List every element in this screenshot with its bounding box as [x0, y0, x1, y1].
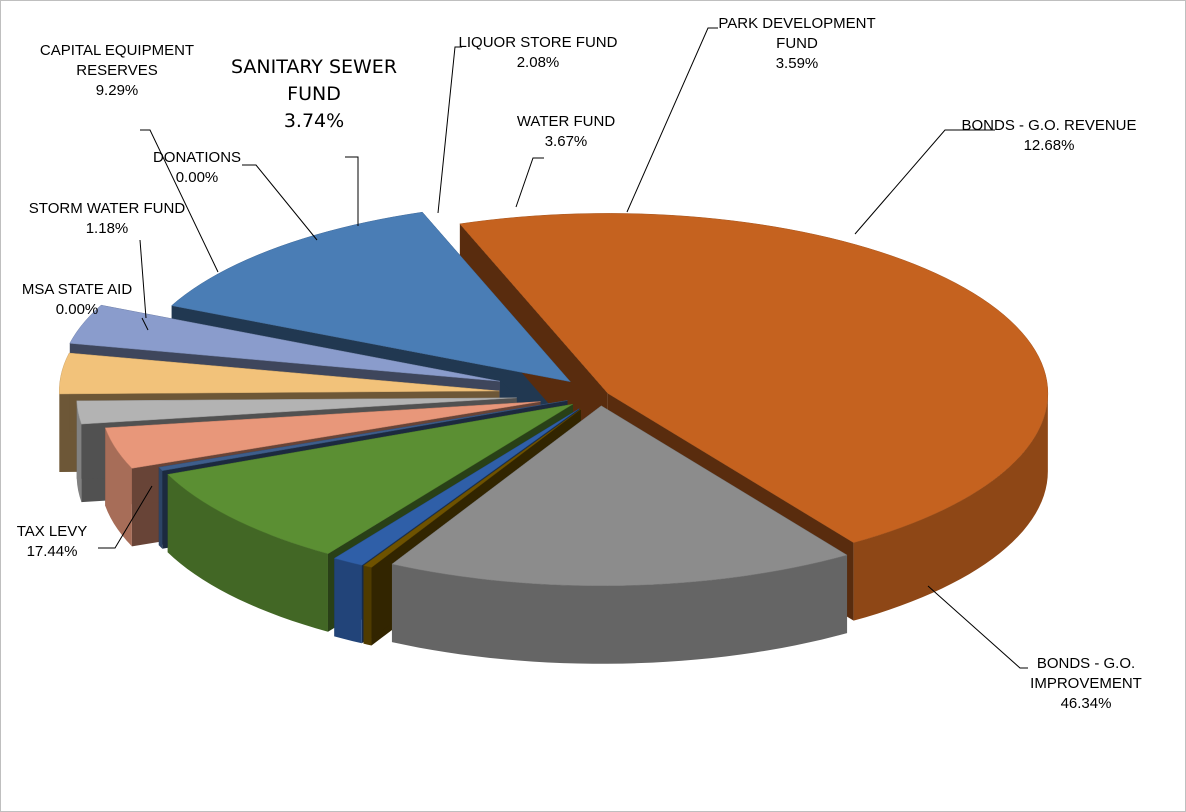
- label-line-donations: DONATIONS: [153, 149, 241, 166]
- label-bonds-g-o-improvement: BONDS - G.O. IMPROVEMENT 46.34%: [1030, 655, 1142, 712]
- leader-line-sanitary-sewer-fund: [345, 156, 359, 226]
- leader-line-tax-levy: [98, 485, 153, 549]
- leader-line-bonds-g-o-improvement: [927, 585, 1028, 669]
- slice-side-bonds-g-o-improvement: [853, 393, 1048, 621]
- label-line-bonds-g-o-improvement: IMPROVEMENT: [1030, 675, 1142, 692]
- label-sanitary-sewer-fund: SANITARY SEWER FUND 3.74%: [231, 56, 397, 132]
- label-line-bonds-g-o-improvement: BONDS - G.O.: [1037, 655, 1135, 672]
- label-tax-levy: TAX LEVY 17.44%: [17, 523, 88, 560]
- leader-line-bonds-g-o-revenue: [854, 129, 995, 235]
- label-line-bonds-g-o-revenue: BONDS - G.O. REVENUE: [961, 117, 1136, 134]
- label-msa-state-aid: MSA STATE AID 0.00%: [22, 281, 132, 318]
- label-line-tax-levy: TAX LEVY: [17, 523, 88, 540]
- leader-line-donations: [242, 164, 318, 241]
- slice-side-donations: [158, 467, 163, 549]
- slice-tax-levy: [391, 405, 848, 587]
- leader-lines: [98, 27, 1028, 669]
- slice-bonds-g-o-revenue: [171, 211, 572, 383]
- label-donations: DONATIONS 0.00%: [153, 149, 241, 186]
- slice-labels: BONDS - G.O. REVENUE 12.68% BONDS - G.O. IM…: [17, 15, 1142, 712]
- slice-bonds-g-o-improvement: [459, 213, 1049, 543]
- leader-line-water-fund: [515, 157, 544, 208]
- label-line-msa-state-aid: MSA STATE AID: [22, 281, 132, 298]
- label-liquor-store-fund: LIQUOR STORE FUND 2.08%: [459, 34, 618, 71]
- label-line-park-development-fund: FUND: [776, 35, 818, 52]
- label-line-bonds-g-o-revenue: 12.68%: [1024, 137, 1075, 154]
- label-capital-equipment-reserves: CAPITAL EQUIPMENT RESERVES 9.29%: [40, 42, 194, 99]
- label-line-capital-equipment-reserves: 9.29%: [96, 82, 139, 99]
- label-line-donations: 0.00%: [176, 169, 219, 186]
- slice-sanitary-sewer-fund: [104, 401, 541, 469]
- label-line-liquor-store-fund: LIQUOR STORE FUND: [459, 34, 618, 51]
- label-line-sanitary-sewer-fund: SANITARY SEWER: [231, 56, 397, 78]
- label-line-liquor-store-fund: 2.08%: [517, 54, 560, 71]
- label-line-sanitary-sewer-fund: 3.74%: [284, 110, 344, 132]
- label-line-bonds-g-o-improvement: 46.34%: [1061, 695, 1112, 712]
- leader-line-storm-water-fund: [139, 239, 147, 319]
- pie-top-layer: [59, 211, 1049, 587]
- slice-msa-state-aid: [362, 408, 581, 568]
- slice-side-sanitary-sewer-fund: [105, 427, 132, 547]
- slice-side-capital-equipment-reserves: [167, 474, 328, 632]
- label-line-storm-water-fund: STORM WATER FUND: [29, 200, 186, 217]
- label-line-sanitary-sewer-fund: FUND: [287, 83, 341, 105]
- label-line-water-fund: WATER FUND: [517, 113, 615, 130]
- slice-capital-equipment-reserves: [167, 403, 573, 554]
- slice-liquor-store-fund: [76, 397, 517, 425]
- slice-donations: [158, 400, 568, 471]
- slice-water-fund: [59, 352, 500, 395]
- label-bonds-g-o-revenue: BONDS - G.O. REVENUE 12.68%: [961, 117, 1136, 154]
- label-line-park-development-fund: 3.59%: [776, 55, 819, 72]
- leader-line-liquor-store-fund: [437, 46, 462, 214]
- label-line-storm-water-fund: 1.18%: [86, 220, 129, 237]
- label-water-fund: WATER FUND 3.67%: [517, 113, 615, 150]
- slice-side-liquor-store-fund: [76, 400, 82, 503]
- label-line-capital-equipment-reserves: CAPITAL EQUIPMENT: [40, 42, 194, 59]
- label-line-capital-equipment-reserves: RESERVES: [76, 62, 157, 79]
- slice-park-development-fund: [69, 304, 500, 382]
- leader-line-capital-equipment-reserves: [140, 129, 219, 273]
- label-line-msa-state-aid: 0.00%: [56, 301, 99, 318]
- leader-line-park-development-fund: [626, 27, 718, 213]
- label-line-water-fund: 3.67%: [545, 133, 588, 150]
- slice-side-msa-state-aid: [363, 565, 372, 646]
- label-storm-water-fund: STORM WATER FUND 1.18%: [29, 200, 186, 237]
- label-park-development-fund: PARK DEVELOPMENT FUND 3.59%: [718, 15, 875, 72]
- leader-line-msa-state-aid: [141, 317, 149, 331]
- label-line-park-development-fund: PARK DEVELOPMENT: [718, 15, 875, 32]
- slice-storm-water-fund: [333, 408, 580, 566]
- label-line-tax-levy: 17.44%: [27, 543, 78, 560]
- slice-side-tax-levy: [391, 555, 848, 664]
- slice-side-storm-water-fund: [334, 558, 362, 644]
